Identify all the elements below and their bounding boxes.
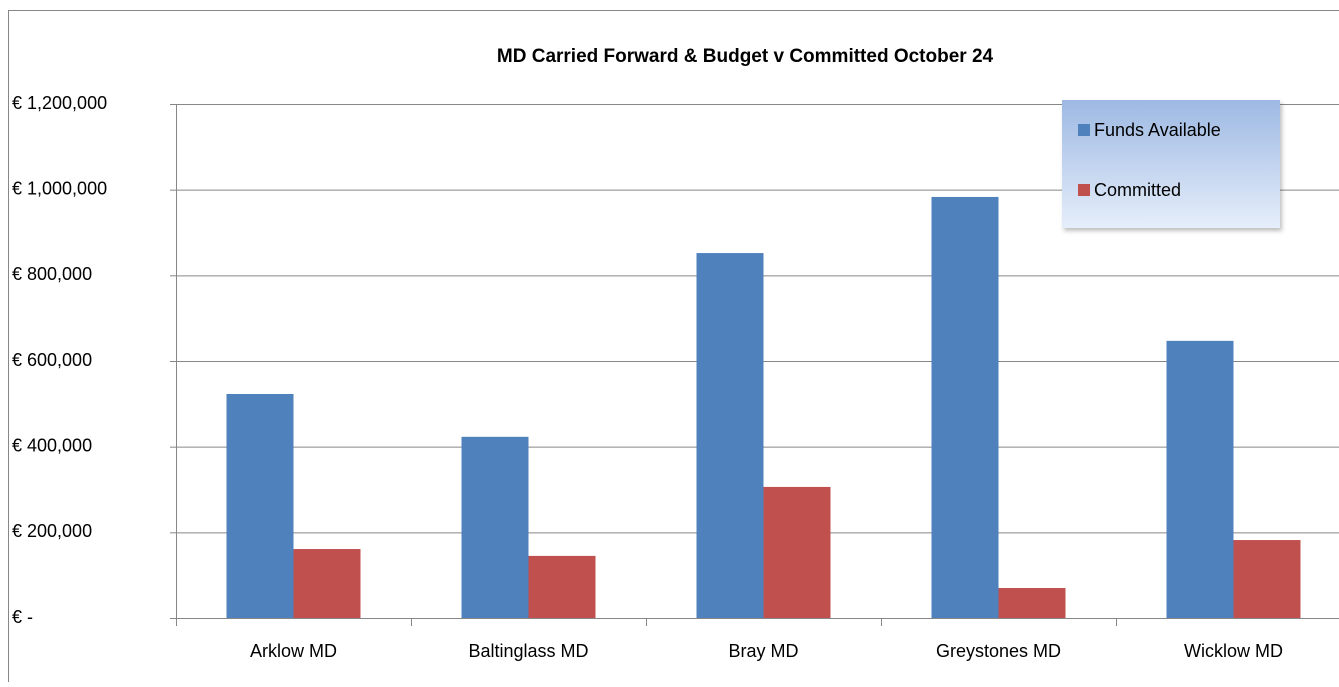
y-tick-label: € 1,000,000	[12, 178, 107, 198]
legend-label: Committed	[1094, 180, 1181, 200]
x-tick-label: Greystones MD	[936, 641, 1061, 661]
bar	[529, 556, 596, 618]
y-tick-label: € 800,000	[12, 264, 92, 284]
bar	[1167, 341, 1234, 618]
x-tick-label: Arklow MD	[250, 641, 337, 661]
x-tick-label: Baltinglass MD	[468, 641, 588, 661]
bar	[227, 394, 294, 618]
legend-swatch	[1078, 124, 1090, 136]
bar	[1234, 540, 1301, 618]
x-tick-label: Bray MD	[728, 641, 798, 661]
legend-swatch	[1078, 184, 1090, 196]
y-tick-label: € -	[12, 607, 33, 627]
bar	[764, 487, 831, 618]
bar	[294, 549, 361, 618]
y-tick-label: € 600,000	[12, 350, 92, 370]
bar	[999, 588, 1066, 618]
y-tick-label: € 400,000	[12, 435, 92, 455]
x-tick-label: Wicklow MD	[1184, 641, 1283, 661]
chart-title: MD Carried Forward & Budget v Committed …	[497, 46, 994, 67]
bar	[462, 437, 529, 618]
y-tick-label: € 200,000	[12, 521, 92, 541]
legend-label: Funds Available	[1094, 120, 1221, 140]
bar	[932, 197, 999, 618]
bar	[697, 253, 764, 618]
y-tick-label: € 1,200,000	[12, 93, 107, 113]
